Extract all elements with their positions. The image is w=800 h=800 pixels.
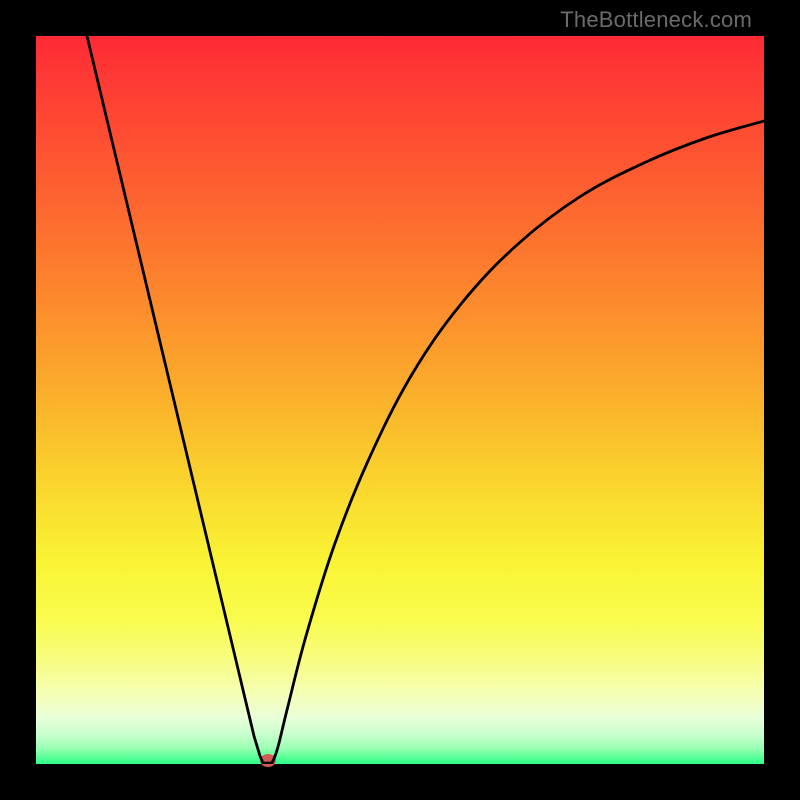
plot-area — [36, 36, 764, 764]
watermark-text: TheBottleneck.com — [560, 7, 752, 33]
bottleneck-curve — [36, 36, 764, 764]
chart-container: TheBottleneck.com — [0, 0, 800, 800]
